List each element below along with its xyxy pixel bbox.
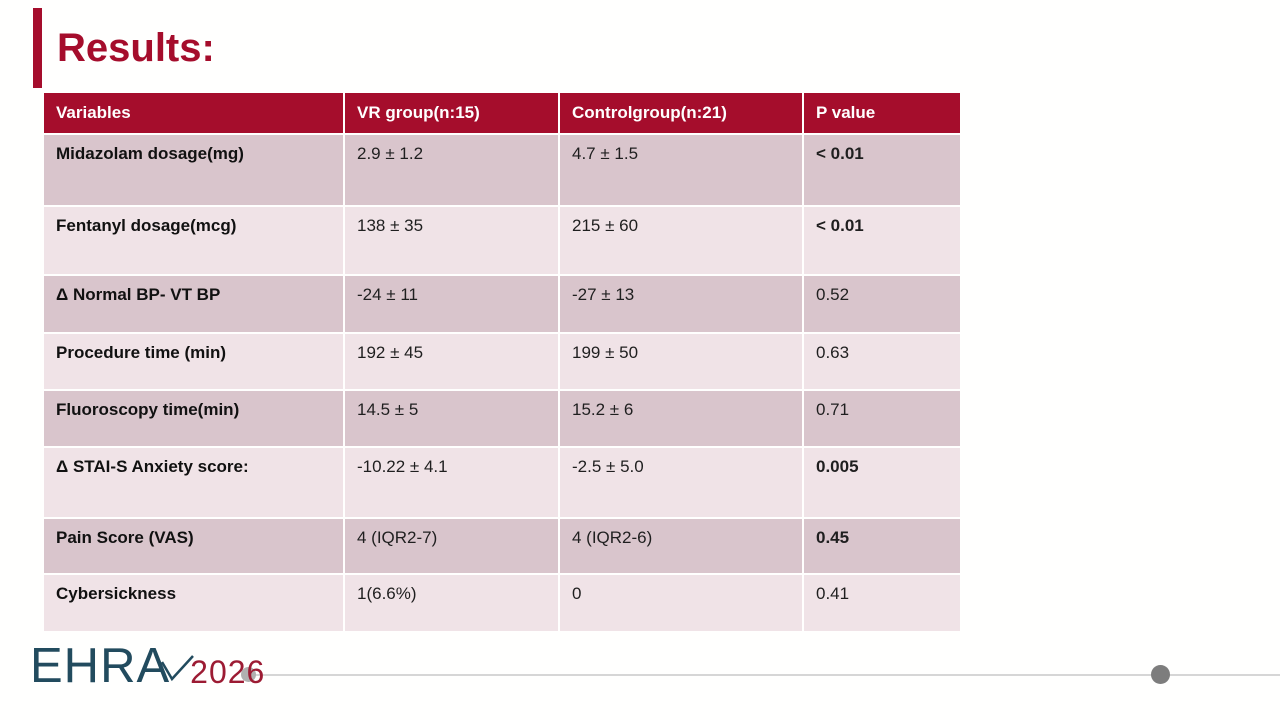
cell-variable: Midazolam dosage(mg): [44, 135, 343, 205]
cell-control-value: 215 ± 60: [560, 207, 802, 274]
cell-p-value: 0.71: [804, 391, 960, 446]
cell-vr-value: 2.9 ± 1.2: [345, 135, 558, 205]
cell-variable: Pain Score (VAS): [44, 519, 343, 573]
table-row: Fentanyl dosage(mcg) 138 ± 35 215 ± 60 <…: [44, 207, 960, 274]
cell-vr-value: 138 ± 35: [345, 207, 558, 274]
cell-variable: Δ Normal BP- VT BP: [44, 276, 343, 332]
table-row: Fluoroscopy time(min) 14.5 ± 5 15.2 ± 6 …: [44, 391, 960, 446]
table-row: Δ Normal BP- VT BP -24 ± 11 -27 ± 13 0.5…: [44, 276, 960, 332]
table-row: Cybersickness 1(6.6%) 0 0.41: [44, 575, 960, 631]
timeline-dot-left: [241, 667, 256, 682]
cell-control-value: 15.2 ± 6: [560, 391, 802, 446]
results-table: Variables VR group(n:15) Controlgroup(n:…: [44, 93, 960, 633]
cell-vr-value: 192 ± 45: [345, 334, 558, 389]
cell-variable: Cybersickness: [44, 575, 343, 631]
accent-bar: [33, 8, 42, 88]
cell-p-value: 0.52: [804, 276, 960, 332]
cell-p-value: 0.63: [804, 334, 960, 389]
cell-control-value: 4.7 ± 1.5: [560, 135, 802, 205]
cell-control-value: 4 (IQR2-6): [560, 519, 802, 573]
cell-p-value: < 0.01: [804, 207, 960, 274]
logo-year-text: 2026: [190, 654, 266, 690]
logo-ehra-text: EHRA: [30, 639, 171, 693]
cell-vr-value: 14.5 ± 5: [345, 391, 558, 446]
table-row: Pain Score (VAS) 4 (IQR2-7) 4 (IQR2-6) 0…: [44, 519, 960, 573]
cell-variable: Δ STAI-S Anxiety score:: [44, 448, 343, 517]
table-header-vr-group: VR group(n:15): [345, 93, 558, 133]
cell-control-value: 0: [560, 575, 802, 631]
cell-control-value: -2.5 ± 5.0: [560, 448, 802, 517]
cell-vr-value: 1(6.6%): [345, 575, 558, 631]
cell-variable: Procedure time (min): [44, 334, 343, 389]
cell-control-value: 199 ± 50: [560, 334, 802, 389]
table-row: Midazolam dosage(mg) 2.9 ± 1.2 4.7 ± 1.5…: [44, 135, 960, 205]
table-row: Δ STAI-S Anxiety score: -10.22 ± 4.1 -2.…: [44, 448, 960, 517]
cell-control-value: -27 ± 13: [560, 276, 802, 332]
table-row: Procedure time (min) 192 ± 45 199 ± 50 0…: [44, 334, 960, 389]
table-header-p-value: P value: [804, 93, 960, 133]
cell-variable: Fluoroscopy time(min): [44, 391, 343, 446]
cell-p-value: 0.41: [804, 575, 960, 631]
cell-p-value: 0.005: [804, 448, 960, 517]
cell-vr-value: 4 (IQR2-7): [345, 519, 558, 573]
cell-p-value: 0.45: [804, 519, 960, 573]
cell-p-value: < 0.01: [804, 135, 960, 205]
page-title: Results:: [57, 26, 215, 70]
table-header-variables: Variables: [44, 93, 343, 133]
checkmark-swoosh-icon: [160, 654, 195, 687]
footer-timeline-rule: [248, 674, 1280, 676]
table-header-control-group: Controlgroup(n:21): [560, 93, 802, 133]
cell-variable: Fentanyl dosage(mcg): [44, 207, 343, 274]
ehra-2026-logo: EHRA 2026: [30, 642, 265, 691]
cell-vr-value: -24 ± 11: [345, 276, 558, 332]
table-header-row: Variables VR group(n:15) Controlgroup(n:…: [44, 93, 960, 133]
timeline-dot-right: [1151, 665, 1170, 684]
cell-vr-value: -10.22 ± 4.1: [345, 448, 558, 517]
